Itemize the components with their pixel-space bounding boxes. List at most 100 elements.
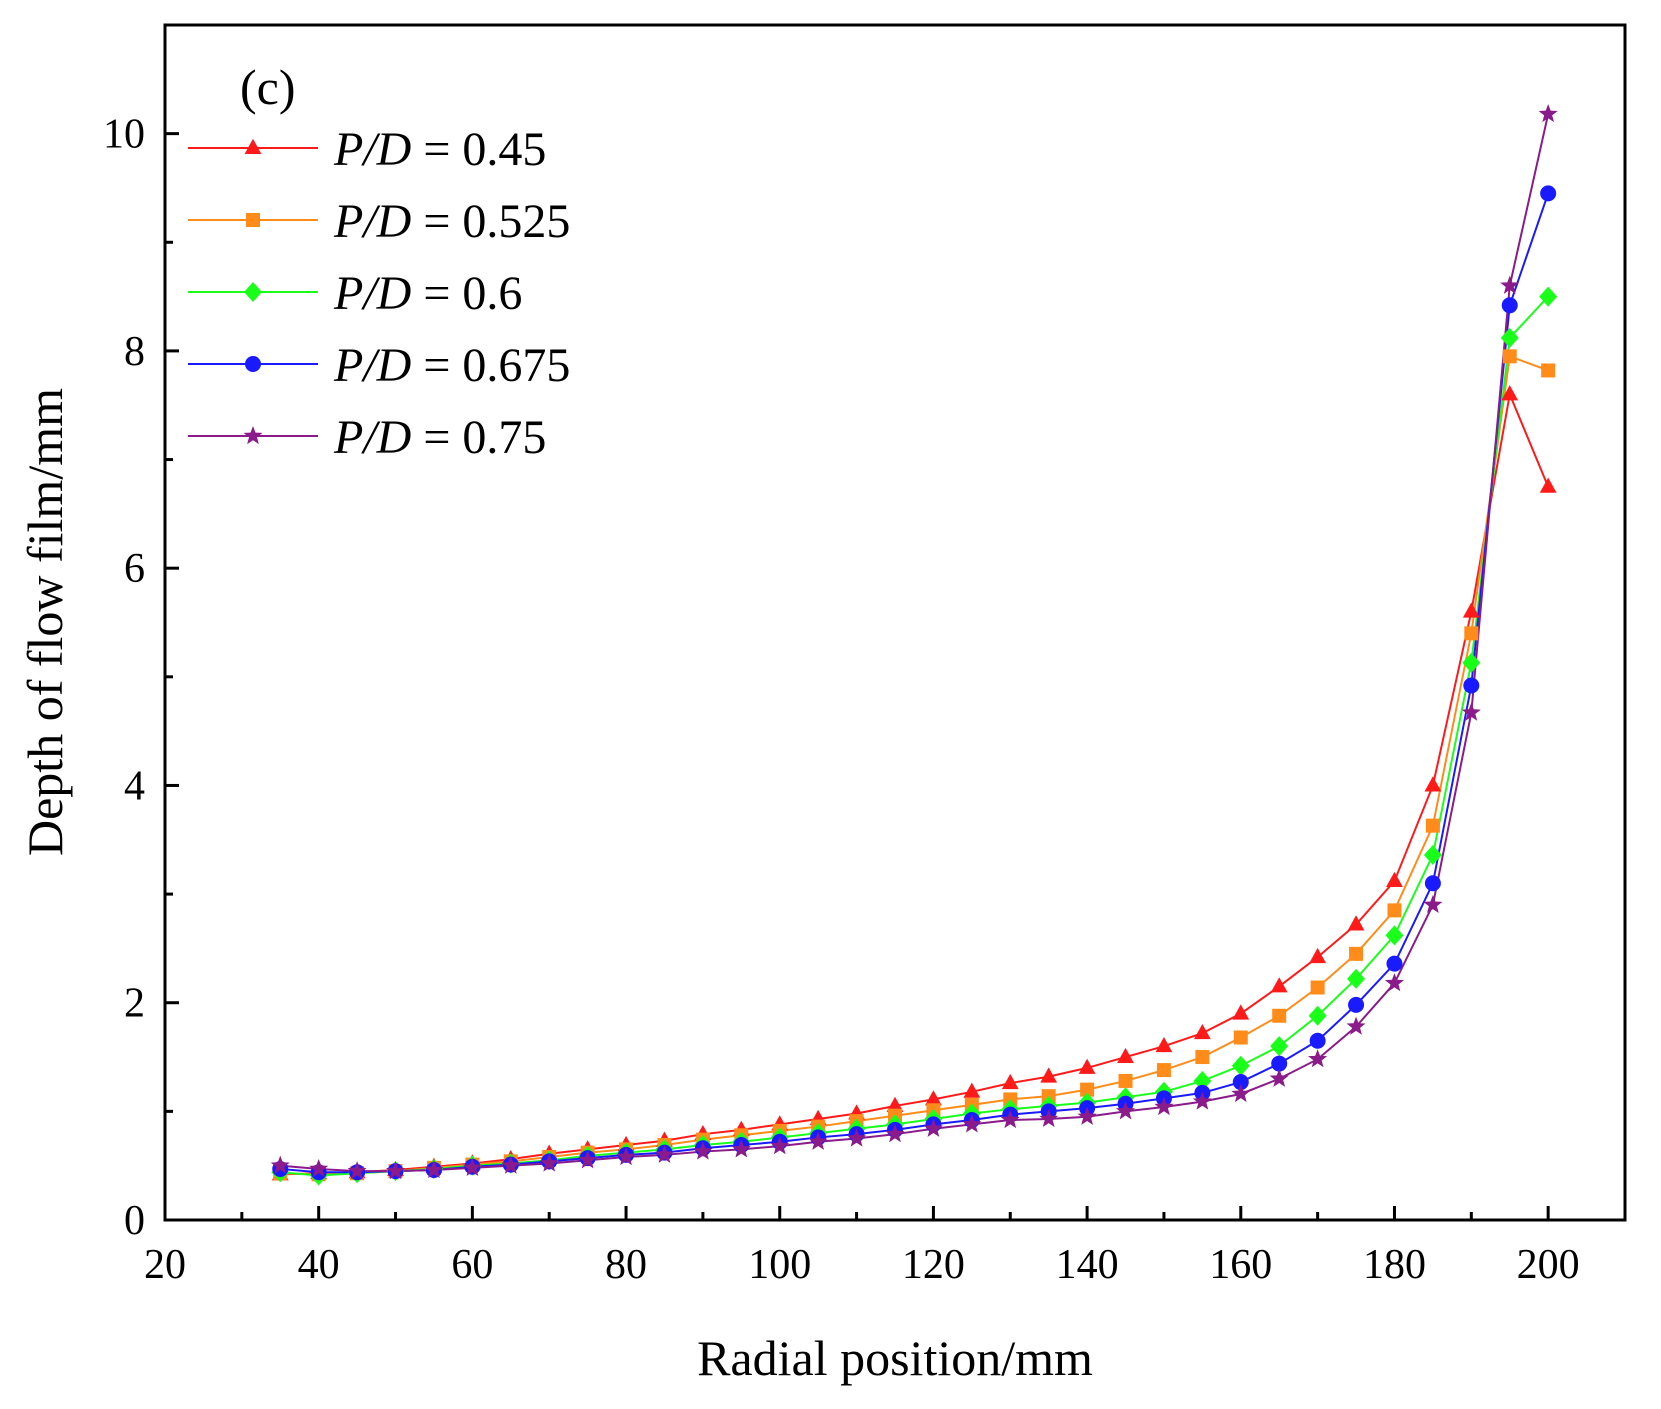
legend-entry-value: = 0.525 xyxy=(411,195,570,248)
legend-entry-value: = 0.6 xyxy=(411,267,522,320)
data-point-triangle xyxy=(963,1082,981,1098)
x-tick-label: 40 xyxy=(298,1242,340,1288)
data-point-triangle xyxy=(925,1090,942,1106)
series-line-0 xyxy=(280,390,1550,1176)
data-point-triangle xyxy=(1155,1036,1173,1053)
data-point-circle xyxy=(1424,875,1441,892)
series-line-3 xyxy=(280,193,1550,1174)
data-point-star xyxy=(501,1155,521,1174)
data-point-triangle xyxy=(1309,947,1327,964)
data-point-square xyxy=(1349,946,1364,961)
x-tick-label: 180 xyxy=(1363,1242,1426,1288)
data-point-star xyxy=(1269,1068,1289,1087)
data-point-star xyxy=(847,1128,867,1147)
x-tick-label: 140 xyxy=(1056,1242,1119,1288)
data-point-diamond xyxy=(1193,1070,1212,1091)
legend-entry-prefix: P/D xyxy=(333,267,411,320)
data-point-triangle xyxy=(1078,1058,1096,1074)
data-point-star xyxy=(1077,1106,1097,1125)
x-tick-label: 120 xyxy=(902,1242,965,1288)
y-axis-title: Depth of flow film/mm xyxy=(17,388,73,856)
data-point-triangle xyxy=(1424,776,1442,792)
data-point-star xyxy=(1192,1091,1212,1110)
data-point-star xyxy=(808,1131,828,1150)
data-point-diamond xyxy=(1500,327,1519,348)
data-point-star xyxy=(654,1144,674,1163)
data-point-triangle xyxy=(1001,1073,1019,1090)
y-tick-label: 4 xyxy=(124,763,145,809)
legend-entry-value: = 0.75 xyxy=(411,411,546,464)
legend-marker xyxy=(244,138,262,154)
data-point-diamond xyxy=(1308,1005,1327,1026)
data-point-star xyxy=(1384,973,1404,992)
data-point-star xyxy=(731,1139,751,1158)
data-point-triangle xyxy=(886,1096,904,1112)
data-point-square xyxy=(1233,1030,1248,1045)
data-point-star xyxy=(1039,1108,1059,1128)
data-point-diamond xyxy=(1385,925,1404,946)
legend-entry-value: = 0.675 xyxy=(411,339,570,392)
data-point-diamond xyxy=(1347,968,1366,989)
data-point-triangle xyxy=(1462,602,1480,618)
data-point-circle xyxy=(1232,1074,1249,1091)
y-tick-label: 8 xyxy=(124,329,145,375)
data-point-star xyxy=(1461,702,1481,721)
data-point-circle xyxy=(1501,297,1518,314)
axis-ticks: 20 40 60 80 100 120 140 160 180 200 0 2 4 6 8 10 xyxy=(103,112,1580,1288)
data-point-diamond xyxy=(1231,1055,1250,1076)
legend-entry: P/D = 0.675 xyxy=(333,339,570,392)
x-axis-title: Radial position/mm xyxy=(697,1330,1093,1386)
legend-entry-prefix: P/D xyxy=(333,339,411,392)
data-point-diamond xyxy=(1270,1036,1289,1057)
legend-entry: P/D = 0.6 xyxy=(333,267,522,320)
data-point-star xyxy=(770,1136,790,1155)
data-point-triangle xyxy=(1117,1047,1134,1064)
data-point-circle xyxy=(1386,955,1403,972)
data-point-circle xyxy=(1271,1055,1288,1072)
y-tick-label: 6 xyxy=(124,546,145,592)
series-lines xyxy=(280,113,1550,1177)
data-point-triangle xyxy=(1270,977,1288,993)
x-tick-label: 80 xyxy=(605,1242,647,1288)
legend-entry-value: = 0.45 xyxy=(411,123,546,176)
data-point-diamond xyxy=(1462,652,1481,673)
legend-entry: P/D = 0.525 xyxy=(333,195,570,248)
x-tick-label: 60 xyxy=(451,1242,493,1288)
data-point-star xyxy=(616,1146,636,1166)
data-point-star xyxy=(424,1160,444,1179)
x-tick-label: 20 xyxy=(144,1242,186,1288)
legend-entry: P/D = 0.75 xyxy=(333,411,546,464)
data-point-triangle xyxy=(1501,385,1519,401)
data-point-circle xyxy=(1348,996,1365,1013)
legend-marker xyxy=(244,282,262,302)
data-point-square xyxy=(1272,1008,1287,1023)
series-line-4 xyxy=(280,113,1550,1173)
data-point-square xyxy=(1502,349,1517,364)
data-point-star xyxy=(539,1153,559,1172)
legend-marker xyxy=(246,213,260,227)
data-point-star xyxy=(386,1161,406,1180)
data-point-star xyxy=(462,1157,482,1176)
data-point-square xyxy=(1464,626,1479,641)
y-tick-label: 2 xyxy=(124,981,145,1027)
data-point-diamond xyxy=(1423,844,1442,865)
plot-frame xyxy=(163,23,1627,1222)
legend-entry-prefix: P/D xyxy=(333,411,411,464)
data-point-star xyxy=(309,1158,329,1178)
data-point-square xyxy=(1387,903,1402,918)
series-markers xyxy=(270,104,1558,1186)
data-point-star xyxy=(1500,275,1520,294)
data-point-star xyxy=(270,1155,290,1174)
data-point-star xyxy=(885,1124,905,1143)
series-line-2 xyxy=(280,295,1549,1177)
data-point-circle xyxy=(1540,185,1557,202)
data-point-triangle xyxy=(1040,1067,1058,1083)
data-point-star xyxy=(1346,1016,1366,1035)
legend-entry-prefix: P/D xyxy=(333,123,411,176)
x-tick-label: 160 xyxy=(1209,1242,1272,1288)
data-point-square xyxy=(1310,980,1325,995)
data-point-star xyxy=(1538,104,1558,123)
data-point-star xyxy=(1000,1110,1020,1129)
y-tick-label: 0 xyxy=(124,1198,145,1244)
